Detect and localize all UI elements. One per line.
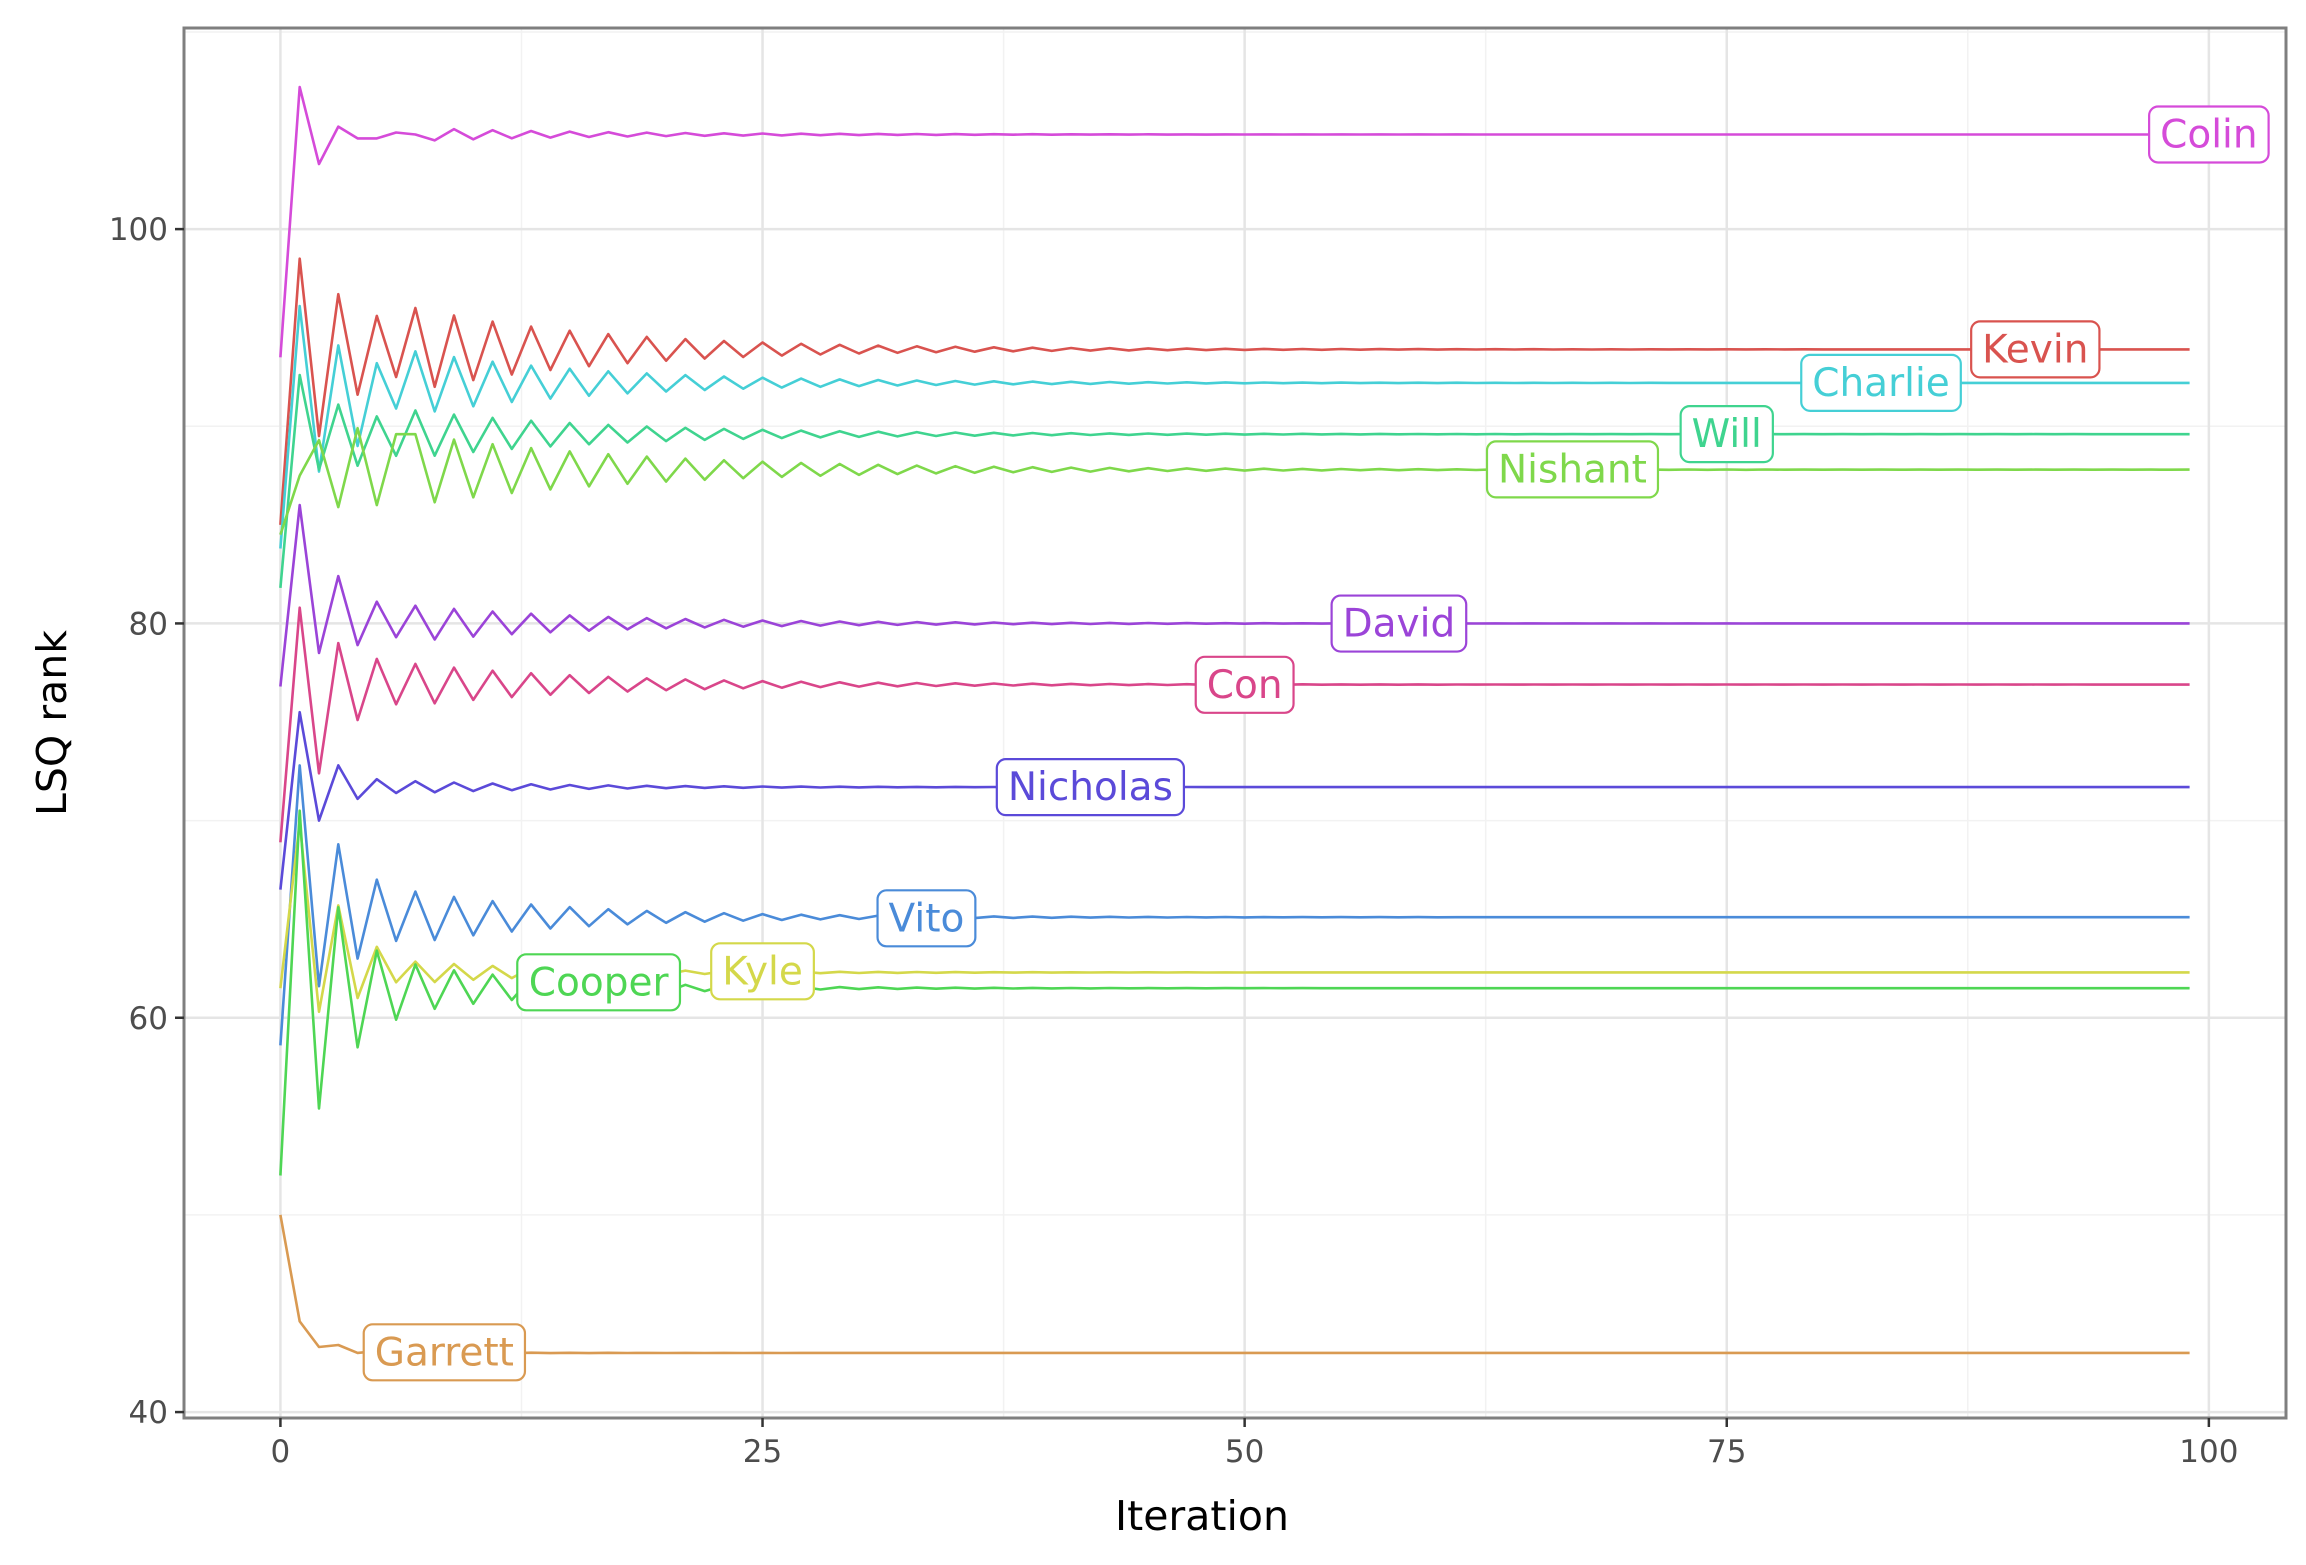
series-label-garrett: Garrett (362, 1323, 527, 1382)
series-label-box (362, 1323, 527, 1382)
series-label-cooper: Cooper (516, 953, 682, 1012)
grid-major (184, 28, 2286, 1418)
series-line-will (279, 373, 2190, 589)
x-tick-label: 0 (271, 1434, 291, 1470)
series-label-text: Nicholas (1008, 765, 1173, 810)
series-label-text: Cooper (529, 960, 670, 1005)
series-label-nishant: Nishant (1485, 440, 1660, 499)
series-label-nicholas: Nicholas (995, 758, 1186, 817)
series-label-text: Charlie (1812, 361, 1950, 406)
series-label-text: Garrett (375, 1330, 514, 1375)
series-label-text: Kyle (722, 949, 803, 994)
series-label-box (1194, 655, 1295, 714)
series-label-kyle: Kyle (710, 942, 815, 1001)
series-label-box (876, 889, 977, 948)
panel-border (182, 26, 2288, 1420)
series-label-text: Con (1207, 663, 1283, 708)
series-label-box (710, 942, 815, 1001)
series-line-kevin (279, 257, 2190, 525)
x-axis-ticks: 0 25 50 75 100 (271, 1418, 2238, 1470)
series-line-colin (279, 85, 2190, 358)
series-line-nishant (279, 426, 2190, 536)
series-label-colin: Colin (2148, 105, 2270, 164)
series-label-text: Nishant (1498, 447, 1647, 492)
y-tick-label: 80 (129, 606, 168, 642)
x-tick-label: 100 (2179, 1434, 2238, 1470)
x-axis-title: Iteration (1115, 1492, 1289, 1540)
series-label-will: Will (1679, 405, 1774, 464)
y-axis-ticks: 40 60 80 100 (109, 212, 184, 1431)
series-label-david: David (1330, 594, 1468, 653)
series-line-nicholas (279, 710, 2190, 890)
series-label-box (1330, 594, 1468, 653)
series-label-box (516, 953, 682, 1012)
series-label-text: Vito (889, 896, 965, 941)
series-label-text: Will (1692, 412, 1762, 457)
series-label-text: Kevin (1982, 327, 2088, 372)
series-label-box (1800, 353, 1962, 412)
series-label-box (1679, 405, 1774, 464)
series-label-box (1485, 440, 1660, 499)
x-tick-label: 50 (1225, 1434, 1264, 1470)
series-label-text: Colin (2160, 112, 2257, 157)
series-label-vito: Vito (876, 889, 977, 948)
y-tick-label: 100 (109, 212, 168, 248)
series-label-charlie: Charlie (1800, 353, 1962, 412)
series-label-text: David (1343, 602, 1456, 647)
x-tick-label: 25 (743, 1434, 782, 1470)
series-label-kevin: Kevin (1970, 320, 2101, 379)
y-axis-title: LSQ rank (28, 630, 76, 816)
series-line-garrett (279, 1214, 2190, 1355)
series-line-vito (279, 764, 2190, 1046)
x-tick-label: 75 (1707, 1434, 1746, 1470)
series-labels: Colin Kevin Charlie Will Nishant David Con Nich… (362, 105, 2270, 1382)
series-label-con: Con (1194, 655, 1295, 714)
series-line-david (279, 503, 2190, 687)
panel-background (184, 28, 2286, 1418)
series-label-box (1970, 320, 2101, 379)
series-label-box (995, 758, 1186, 817)
y-tick-label: 60 (129, 1001, 168, 1037)
y-tick-label: 40 (129, 1395, 168, 1431)
series-label-box (2148, 105, 2270, 164)
